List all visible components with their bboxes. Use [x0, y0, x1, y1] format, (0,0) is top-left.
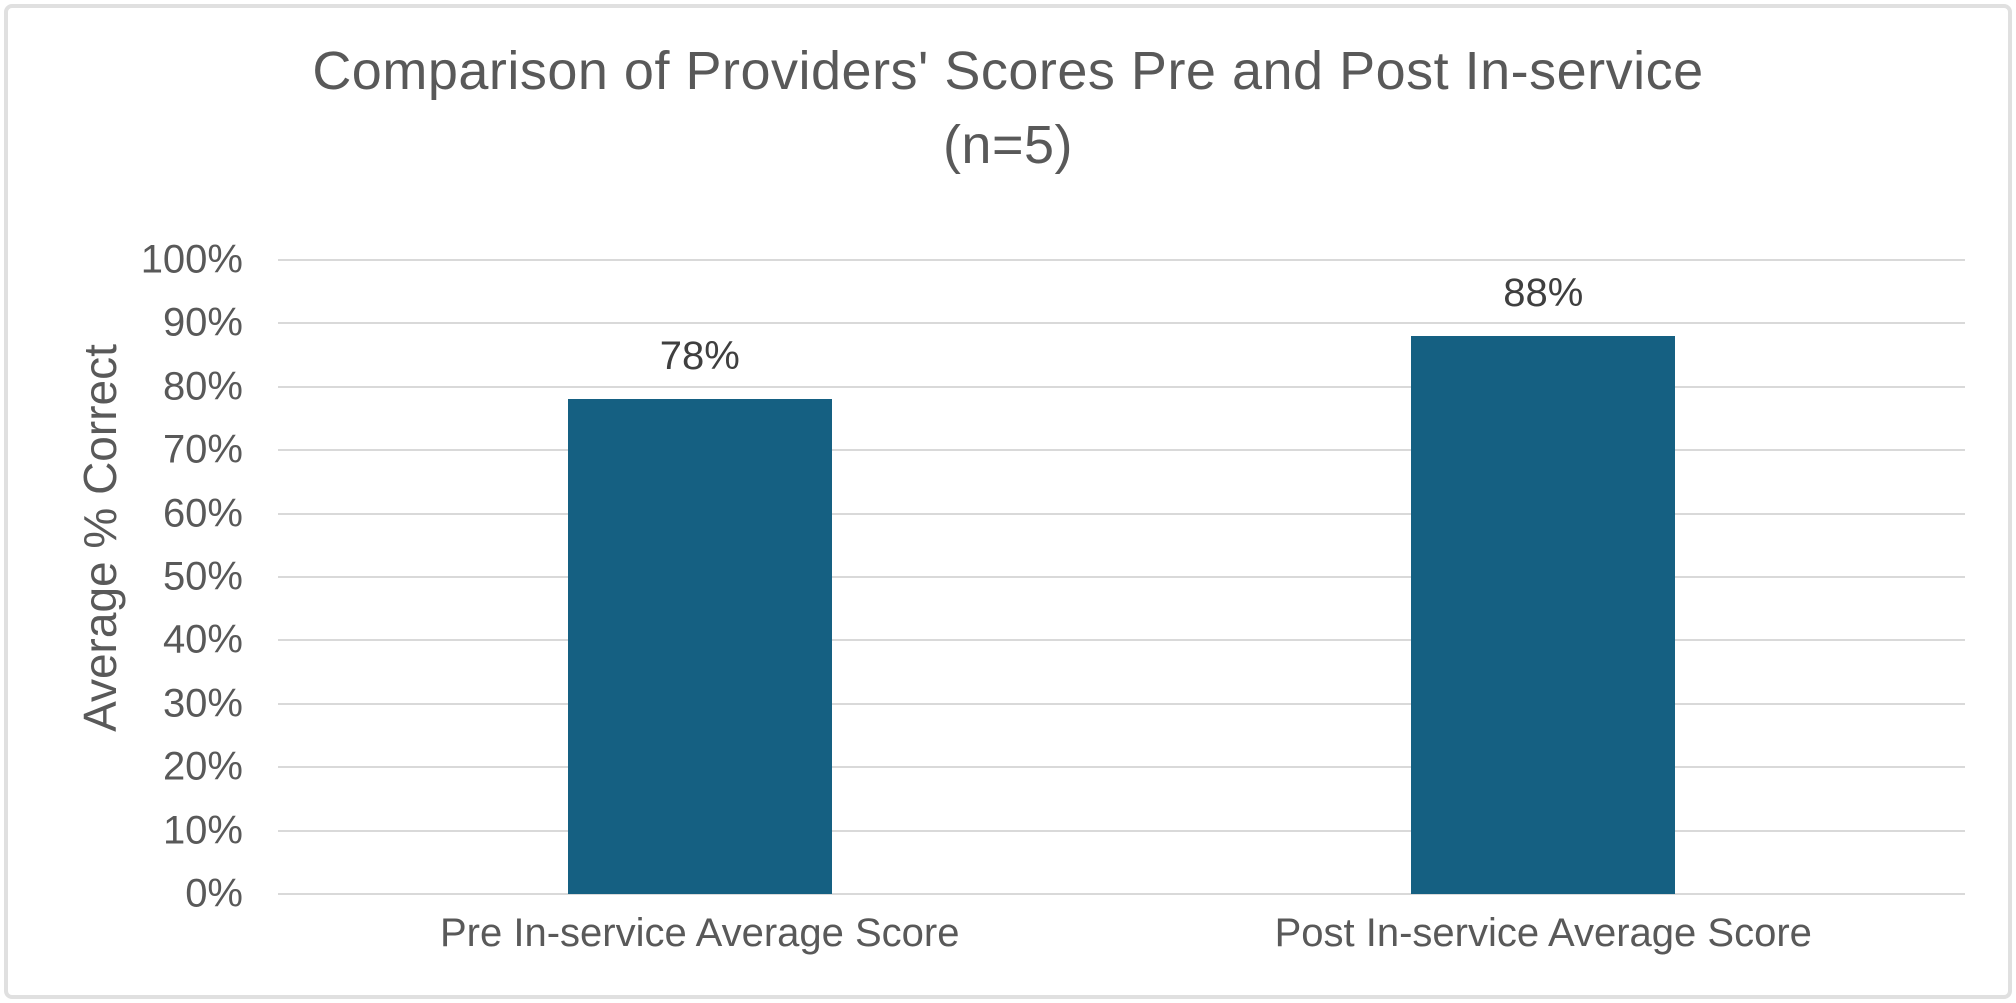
- gridline: [278, 829, 1965, 832]
- y-tick-label: 0%: [185, 871, 243, 916]
- gridline: [278, 639, 1965, 642]
- y-tick-label: 70%: [162, 427, 243, 472]
- bar-1: [567, 399, 832, 894]
- y-tick-label: 100%: [140, 237, 243, 282]
- bar-data-label: 78%: [659, 334, 740, 379]
- gridline: [278, 385, 1965, 388]
- y-tick-label: 40%: [162, 617, 243, 662]
- plot-area: 78% 88%: [278, 259, 1965, 895]
- gridline: [278, 322, 1965, 325]
- x-category-label: Post In-service Average Score: [1274, 911, 1812, 955]
- gridline: [278, 766, 1965, 769]
- x-axis-category-labels: Pre In-service Average Score Post In-serv…: [278, 911, 1965, 971]
- chart-title-line1: Comparison of Providers' Scores Pre and …: [312, 41, 1704, 101]
- x-category-label: Pre In-service Average Score: [439, 911, 960, 955]
- gridline: [278, 576, 1965, 578]
- chart-frame: Comparison of Providers' Scores Pre and …: [4, 4, 2012, 999]
- y-axis-tick-labels: 0% 10% 20% 30% 40% 50% 60% 70% 80% 90% 100%: [8, 238, 243, 916]
- y-tick-label: 90%: [162, 300, 243, 345]
- bar-2: [1411, 336, 1676, 894]
- y-tick-label: 50%: [162, 554, 243, 599]
- gridline: [278, 702, 1965, 705]
- y-tick-label: 30%: [162, 681, 243, 726]
- gridline: [278, 512, 1965, 515]
- gridline: [278, 893, 1965, 895]
- bar-data-label: 88%: [1503, 271, 1584, 316]
- chart-title-line2: (n=5): [942, 115, 1074, 175]
- chart-title: Comparison of Providers' Scores Pre and …: [8, 34, 2008, 182]
- y-tick-label: 60%: [162, 491, 243, 536]
- gridline: [278, 449, 1965, 452]
- gridline: [278, 259, 1965, 261]
- y-tick-label: 10%: [162, 808, 243, 853]
- y-tick-label: 80%: [162, 364, 243, 409]
- y-tick-label: 20%: [162, 744, 243, 789]
